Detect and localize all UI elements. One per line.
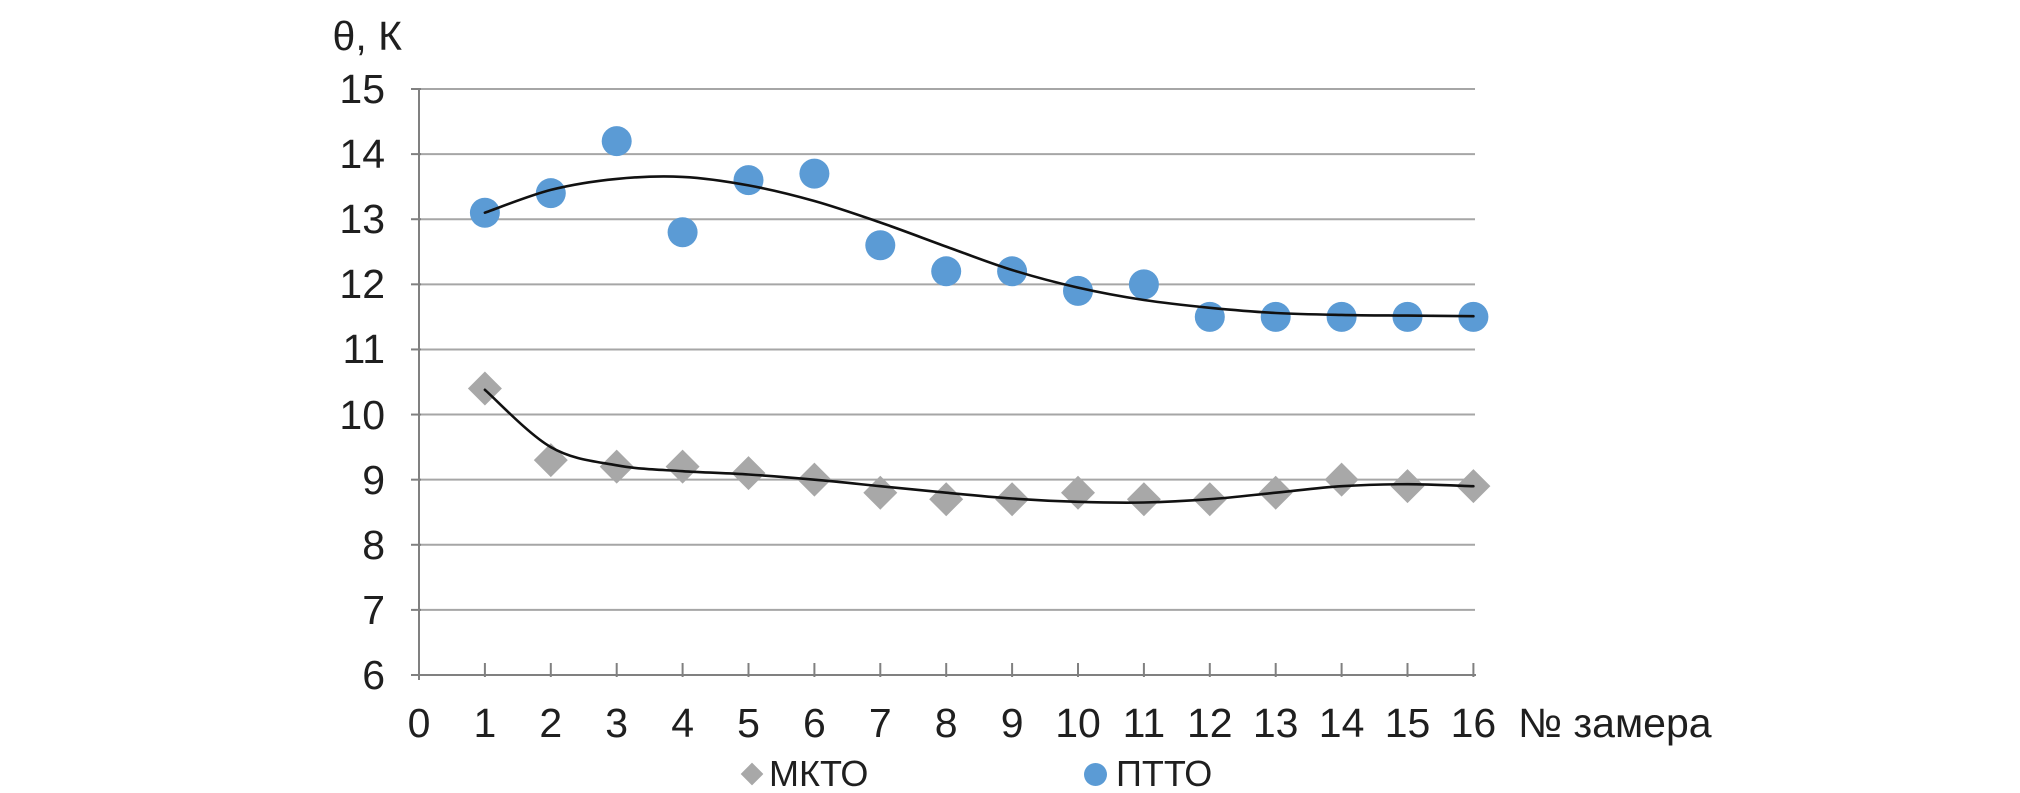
data-point-МКТО (1061, 475, 1095, 510)
x-tick-label: 1 (473, 700, 497, 746)
data-point-ПТТО (931, 256, 962, 287)
y-tick-label: 9 (362, 456, 385, 503)
data-point-МКТО (1126, 482, 1161, 517)
x-tick-label: 0 (407, 700, 431, 746)
data-point-МКТО (863, 475, 898, 510)
data-point-МКТО (1390, 469, 1425, 504)
x-tick-label: 4 (671, 700, 694, 746)
x-tick-label: 6 (802, 700, 826, 746)
data-point-МКТО (1324, 462, 1359, 497)
y-tick-label: 14 (339, 131, 385, 178)
x-tick-label: 8 (934, 700, 958, 746)
data-point-ПТТО (799, 158, 830, 189)
x-tick-label: 13 (1252, 700, 1299, 746)
x-tick-label: 15 (1384, 700, 1431, 746)
data-point-ПТТО (733, 165, 764, 196)
data-point-ПТТО (1326, 301, 1357, 332)
legend-label-mkto: МКТО (769, 753, 869, 793)
data-point-МКТО (665, 449, 700, 484)
x-tick-label: 10 (1055, 700, 1101, 746)
data-point-МКТО (599, 449, 634, 484)
x-tick-label: 2 (539, 700, 563, 746)
x-tick-label: 11 (1122, 700, 1166, 746)
legend-item-mkto: МКТО (740, 753, 869, 793)
trendline-МКТО (483, 388, 1475, 504)
x-tick-label: 9 (1000, 700, 1024, 746)
diamond-marker-icon (740, 762, 764, 786)
data-point-МКТО (929, 482, 964, 517)
circle-marker-icon (1084, 762, 1107, 786)
x-tick-label: 14 (1318, 700, 1365, 746)
y-tick-label: 13 (339, 196, 385, 243)
y-tick-label: 10 (339, 391, 385, 438)
y-tick-label: 15 (339, 66, 385, 112)
x-tick-label: 3 (605, 700, 629, 746)
x-tick-label: 12 (1186, 700, 1233, 746)
data-point-ПТТО (865, 230, 896, 261)
x-tick-label: 5 (737, 700, 760, 746)
x-tick-label: 16 (1450, 700, 1497, 746)
data-point-ПТТО (535, 178, 566, 209)
y-tick-label: 8 (362, 521, 385, 568)
legend-label-ptto: ПТТО (1116, 753, 1213, 793)
y-axis-title: θ, К (332, 13, 402, 59)
y-tick-label: 11 (342, 326, 385, 373)
data-point-ПТТО (667, 217, 698, 248)
legend-item-ptto: ПТТО (1084, 754, 1212, 793)
trendline-ПТТО (483, 175, 1475, 318)
y-tick-label: 12 (339, 261, 385, 308)
data-point-ПТТО (1128, 269, 1159, 300)
data-point-ПТТО (1260, 301, 1291, 332)
x-axis-title: № замера (1518, 700, 1712, 746)
data-point-ПТТО (601, 126, 632, 157)
y-tick-label: 7 (362, 586, 385, 633)
data-point-МКТО (731, 456, 766, 491)
x-tick-label: 7 (868, 700, 892, 746)
data-point-ПТТО (1063, 275, 1093, 306)
y-tick-label: 6 (362, 652, 385, 698)
